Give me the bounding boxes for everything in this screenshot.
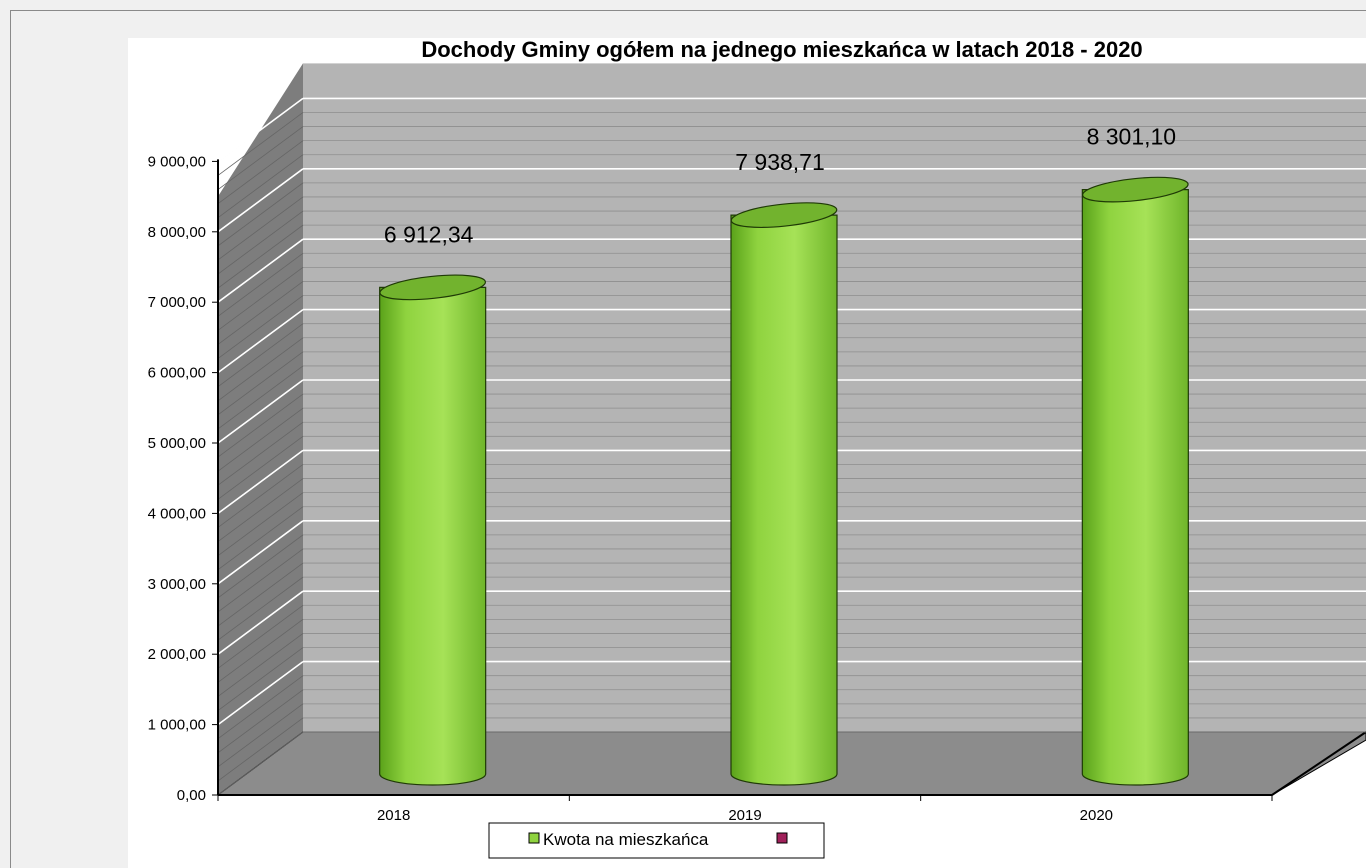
bar-cylinder-2018 — [379, 286, 487, 786]
minor-gridline-side — [217, 196, 304, 261]
minor-gridline-side — [217, 703, 304, 768]
y-tick-label: 7 000,00 — [148, 294, 206, 311]
bar-cylinder-2020 — [1081, 189, 1189, 786]
y-tick-label: 8 000,00 — [148, 224, 206, 241]
minor-gridline-side — [217, 464, 304, 528]
minor-gridline-side — [217, 393, 304, 458]
x-tick-label-2019: 2019 — [728, 807, 761, 824]
y-tick-label: 1 000,00 — [148, 717, 206, 734]
data-label-2018: 6 912,34 — [384, 221, 474, 247]
minor-gridline-side — [217, 182, 304, 247]
minor-gridline-side — [217, 252, 304, 317]
major-gridline-side — [217, 379, 304, 444]
minor-gridline-side — [217, 506, 304, 571]
legend-swatch-empty — [776, 832, 788, 844]
minor-gridline-side — [217, 407, 304, 472]
bar-top-2018 — [379, 274, 486, 301]
y-tick-label: 9 000,00 — [148, 153, 206, 170]
minor-gridline-side — [217, 633, 304, 697]
minor-gridline-side — [217, 351, 304, 416]
legend-swatch-kwota — [528, 832, 540, 844]
minor-gridline-side — [217, 478, 304, 542]
y-tick-label: 4 000,00 — [148, 505, 206, 522]
x-tick-label-2020: 2020 — [1080, 807, 1113, 824]
minor-gridline-side — [217, 337, 304, 402]
minor-gridline-side — [217, 295, 304, 359]
minor-gridline-side — [217, 689, 304, 754]
minor-gridline-side — [217, 126, 304, 190]
y-tick-label: 3 000,00 — [148, 576, 206, 593]
legend-label-kwota: Kwota na mieszkańca — [543, 830, 709, 849]
minor-gridline-side — [217, 435, 304, 500]
y-tick-label: 6 000,00 — [148, 365, 206, 382]
minor-gridline-side — [217, 365, 304, 430]
minor-gridline-side — [217, 576, 304, 641]
minor-gridline-side — [217, 562, 304, 627]
bar-top-2019 — [730, 202, 838, 228]
minor-gridline-side — [217, 604, 304, 669]
minor-gridline-side — [217, 647, 304, 711]
x-tick-label-2018: 2018 — [377, 807, 410, 824]
data-label-2019: 7 938,71 — [735, 149, 825, 175]
minor-gridline-side — [217, 210, 304, 275]
floor-edge — [1271, 731, 1366, 796]
minor-gridline-side — [217, 619, 304, 683]
chart-title: Dochody Gminy ogółem na jednego mieszkań… — [421, 37, 1142, 62]
minor-gridline-side — [217, 112, 304, 176]
y-tick-label: 0,00 — [177, 787, 206, 804]
minor-gridline-side — [217, 421, 304, 486]
major-gridline-side — [217, 308, 304, 374]
bar-cylinder-2019 — [730, 214, 838, 786]
major-gridline-side — [217, 168, 304, 233]
minor-gridline-side — [217, 548, 304, 613]
major-gridline-side — [217, 449, 304, 515]
y-tick-label: 2 000,00 — [148, 646, 206, 663]
minor-gridline-side — [217, 731, 304, 796]
minor-gridline-side — [217, 267, 304, 331]
major-gridline-side — [217, 238, 304, 303]
major-gridline-side — [217, 590, 304, 655]
minor-gridline-side — [217, 534, 304, 599]
legend-box — [488, 822, 825, 859]
minor-gridline-side — [217, 492, 304, 556]
bar-top-2020 — [1082, 176, 1189, 203]
major-gridline-side — [217, 660, 304, 726]
y-tick-label: 5 000,00 — [148, 435, 206, 452]
minor-gridline-side — [217, 717, 304, 782]
minor-gridline-side — [217, 224, 304, 289]
minor-gridline-side — [217, 281, 304, 345]
data-label-2020: 8 301,10 — [1087, 124, 1177, 150]
minor-gridline-side — [217, 675, 304, 740]
minor-gridline-side — [217, 140, 304, 204]
side-wall — [218, 63, 303, 795]
minor-gridline-side — [217, 154, 304, 219]
major-gridline-side — [217, 520, 304, 585]
minor-gridline-side — [217, 323, 304, 388]
major-gridline-side — [217, 97, 304, 163]
